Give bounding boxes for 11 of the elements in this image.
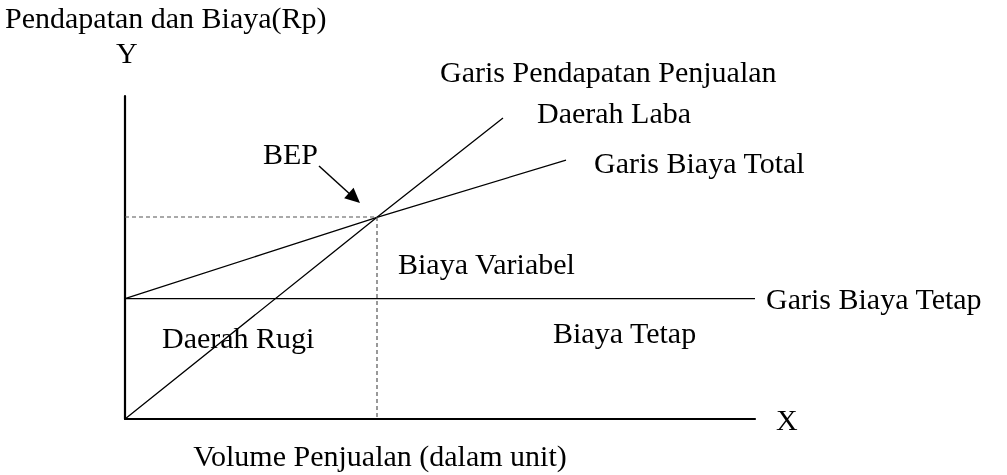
text: Garis Pendapatan Penjualan bbox=[440, 55, 777, 89]
annotation: Biaya Tetap bbox=[553, 315, 697, 349]
x-axis-title: Volume Penjualan (dalam unit) bbox=[193, 438, 567, 473]
text: X bbox=[776, 402, 798, 436]
annotation: Biaya Variabel bbox=[398, 246, 575, 280]
text: Y bbox=[116, 35, 138, 69]
series-label: Garis Biaya Tetap bbox=[766, 282, 982, 316]
series-label: Garis Biaya Total bbox=[594, 145, 805, 179]
annotation: Daerah Laba bbox=[537, 95, 692, 129]
y-axis-title: Pendapatan dan Biaya(Rp) bbox=[5, 0, 327, 35]
annotation: BEP bbox=[263, 136, 319, 170]
